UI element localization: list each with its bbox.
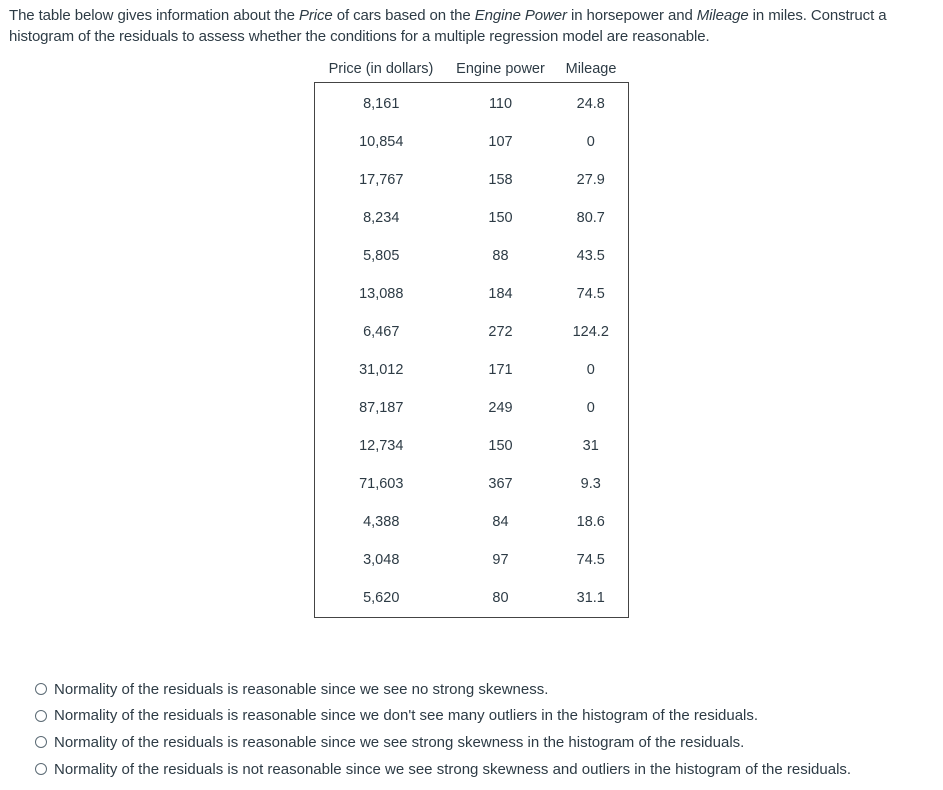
answer-option-label: Normality of the residuals is reasonable… [54, 680, 549, 698]
table-row: 8,161 110 24.8 [315, 83, 629, 124]
mileage-term: Mileage [696, 7, 749, 24]
table-header-row: Price (in dollars) Engine power Mileage [315, 56, 629, 83]
price-cell: 3,048 [363, 552, 400, 568]
engine-power-cell: 80 [492, 590, 509, 606]
engine-power-term: Engine Power [474, 7, 567, 24]
price-cell: 8,234 [363, 210, 400, 226]
table-row: 31,012 171 0 [315, 351, 629, 389]
price-cell: 4,388 [363, 514, 400, 530]
engine-power-cell: 158 [488, 172, 513, 188]
table-row: 10,854 107 0 [315, 123, 629, 161]
mileage-cell: 124.2 [572, 324, 609, 340]
engine-power-cell: 171 [488, 362, 513, 378]
answer-option[interactable]: Normality of the residuals is reasonable… [35, 676, 851, 703]
table-row: 5,620 80 31.1 [315, 579, 629, 618]
price-cell: 5,620 [363, 590, 400, 606]
engine-power-cell: 272 [488, 324, 513, 340]
engine-power-cell: 249 [488, 400, 513, 416]
radio-button-icon[interactable] [35, 736, 47, 749]
engine-power-cell: 150 [488, 210, 513, 226]
mileage-cell: 0 [586, 362, 595, 378]
price-cell: 31,012 [359, 362, 404, 378]
radio-button-icon[interactable] [35, 709, 47, 722]
engine-power-cell: 184 [488, 286, 513, 302]
price-cell: 6,467 [363, 324, 400, 340]
table-row: 71,603 367 9.3 [315, 465, 629, 503]
answer-option-label: Normality of the residuals is not reason… [54, 760, 852, 778]
mileage-cell: 0 [586, 400, 595, 416]
table-row: 8,234 150 80.7 [315, 199, 629, 237]
price-term: Price [298, 7, 333, 24]
table-row: 3,048 97 74.5 [315, 541, 629, 579]
price-cell: 12,734 [359, 438, 404, 454]
engine-power-cell: 107 [488, 134, 513, 150]
radio-button-icon[interactable] [35, 763, 47, 776]
header-mileage: Mileage [565, 61, 617, 77]
price-cell: 13,088 [359, 286, 404, 302]
engine-power-cell: 150 [488, 438, 513, 454]
header-engine-power: Engine power [456, 61, 545, 77]
answer-option[interactable]: Normality of the residuals is reasonable… [35, 703, 851, 730]
answer-option[interactable]: Normality of the residuals is not reason… [35, 756, 851, 783]
table-row: 87,187 249 0 [315, 389, 629, 427]
engine-power-cell: 367 [488, 476, 513, 492]
price-cell: 87,187 [359, 400, 404, 416]
price-cell: 5,805 [363, 248, 400, 264]
price-cell: 10,854 [359, 134, 404, 150]
table-row: 12,734 150 31 [315, 427, 629, 465]
mileage-cell: 80.7 [576, 210, 605, 226]
answer-options: Normality of the residuals is reasonable… [35, 676, 851, 782]
mileage-cell: 43.5 [576, 248, 605, 264]
mileage-cell: 31.1 [576, 590, 605, 606]
mileage-cell: 24.8 [576, 96, 605, 112]
engine-power-cell: 84 [492, 514, 509, 530]
mileage-cell: 74.5 [576, 552, 605, 568]
engine-power-cell: 110 [488, 96, 513, 112]
car-data-table: Price (in dollars) Engine power Mileage … [314, 56, 629, 618]
mileage-cell: 27.9 [576, 172, 605, 188]
table-row: 5,805 88 43.5 [315, 237, 629, 275]
engine-power-cell: 88 [492, 248, 509, 264]
table-row: 4,388 84 18.6 [315, 503, 629, 541]
data-table-container: Price (in dollars) Engine power Mileage … [314, 56, 629, 618]
header-price: Price (in dollars) [328, 61, 434, 77]
mileage-cell: 18.6 [576, 514, 605, 530]
engine-power-cell: 97 [492, 552, 509, 568]
table-row: 17,767 158 27.9 [315, 161, 629, 199]
radio-button-icon[interactable] [35, 683, 47, 696]
price-cell: 71,603 [359, 476, 404, 492]
answer-option[interactable]: Normality of the residuals is reasonable… [35, 729, 851, 756]
table-body: 8,161 110 24.8 10,854 107 0 17,767 158 27.9 8,234… [314, 82, 629, 618]
answer-option-label: Normality of the residuals is reasonable… [54, 733, 745, 751]
mileage-cell: 0 [586, 134, 595, 150]
mileage-cell: 74.5 [576, 286, 605, 302]
mileage-cell: 31 [582, 438, 599, 454]
table-row: 13,088 184 74.5 [315, 275, 629, 313]
answer-option-label: Normality of the residuals is reasonable… [54, 707, 759, 725]
question-text: The table below gives information about … [9, 7, 887, 45]
price-cell: 17,767 [359, 172, 404, 188]
table-row: 6,467 272 124.2 [315, 313, 629, 351]
price-cell: 8,161 [363, 96, 400, 112]
mileage-cell: 9.3 [580, 476, 601, 492]
